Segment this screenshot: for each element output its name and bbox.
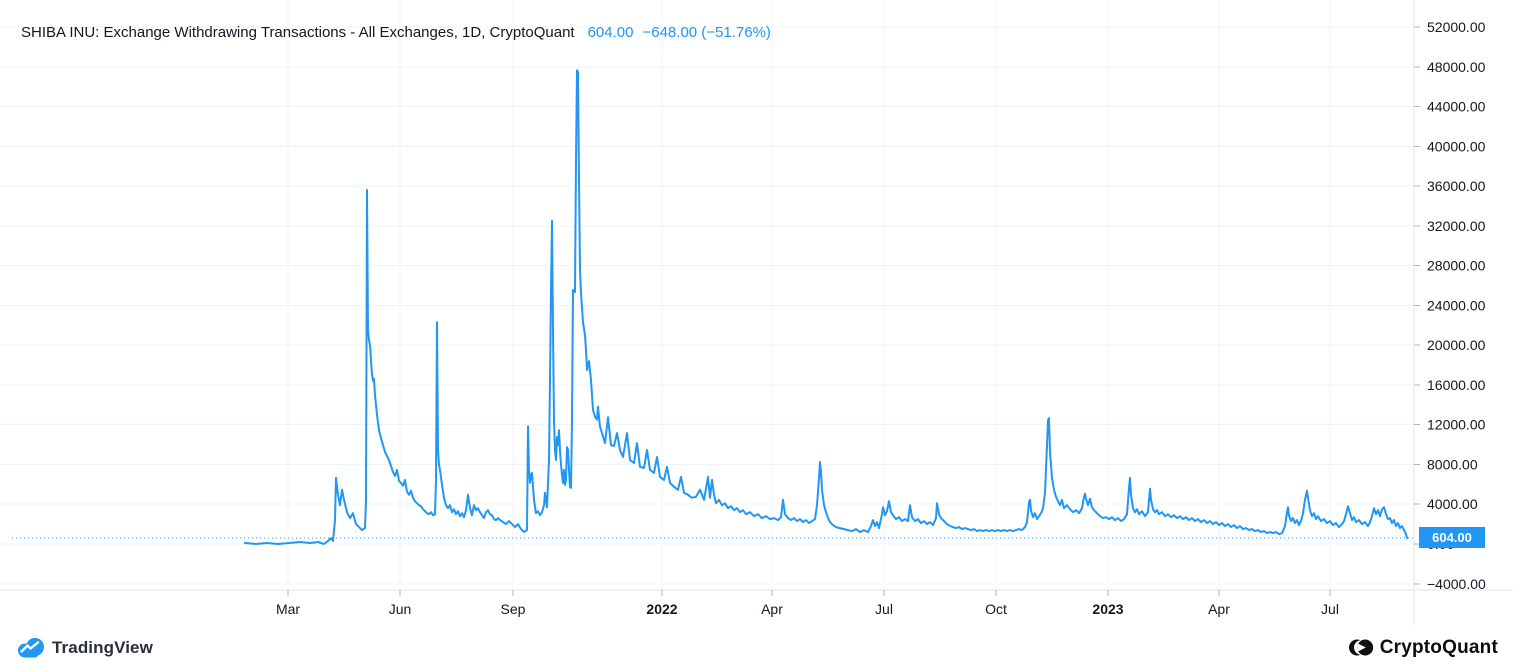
x-axis-label: Jul	[875, 601, 893, 617]
y-axis-label: 4000.00	[1427, 496, 1478, 512]
x-axis-label: Mar	[276, 601, 300, 617]
tradingview-cloud-icon	[17, 637, 45, 658]
y-axis-label: 40000.00	[1427, 138, 1486, 154]
x-axis-label: Apr	[761, 601, 783, 617]
price-scale[interactable]	[1414, 0, 1513, 590]
y-axis-label: 48000.00	[1427, 59, 1486, 75]
x-axis-label: Apr	[1208, 601, 1230, 617]
y-axis-label: 28000.00	[1427, 258, 1486, 274]
x-axis-label: 2022	[646, 601, 677, 617]
y-axis-label: 36000.00	[1427, 178, 1486, 194]
x-axis-label: Jun	[389, 601, 412, 617]
cryptoquant-wordmark: CryptoQuant	[1379, 636, 1498, 658]
quote-values: 604.00 −648.00 (−51.76%)	[588, 24, 771, 41]
tradingview-logo-link[interactable]: TradingView	[17, 637, 153, 658]
y-axis-label: 32000.00	[1427, 218, 1486, 234]
y-axis-label: 12000.00	[1427, 417, 1486, 433]
last-price-badge: 604.00	[1419, 527, 1485, 548]
y-axis-label: 24000.00	[1427, 297, 1486, 313]
price-chart-canvas[interactable]: 52000.00 48000.00 44000.00 40000.00 36000.00…	[0, 0, 1513, 625]
cryptoquant-logo-link[interactable]: CryptoQuant	[1348, 636, 1498, 659]
y-axis-label: 16000.00	[1427, 377, 1486, 393]
change-value: −648.00 (−51.76%)	[642, 24, 771, 41]
y-axis-label: 44000.00	[1427, 99, 1486, 115]
series-line	[244, 69, 1408, 545]
x-axis-label: Oct	[985, 601, 1007, 617]
y-axis-label: 52000.00	[1427, 19, 1486, 35]
y-axis-label: 8000.00	[1427, 457, 1478, 473]
tradingview-wordmark: TradingView	[52, 637, 153, 657]
y-axis-label: −4000.00	[1427, 576, 1486, 592]
chart-legend-row: SHIBA INU: Exchange Withdrawing Transact…	[21, 24, 771, 41]
time-scale[interactable]	[0, 590, 1414, 625]
footer-bar: TradingView CryptoQuant	[0, 625, 1513, 670]
x-axis-label: Jul	[1321, 601, 1339, 617]
y-axis-label: 20000.00	[1427, 337, 1486, 353]
cryptoquant-icon	[1348, 637, 1374, 658]
x-axis-label: Sep	[501, 601, 526, 617]
x-axis-label: 2023	[1092, 601, 1123, 617]
series-title: SHIBA INU: Exchange Withdrawing Transact…	[21, 24, 575, 41]
last-value: 604.00	[587, 24, 634, 41]
